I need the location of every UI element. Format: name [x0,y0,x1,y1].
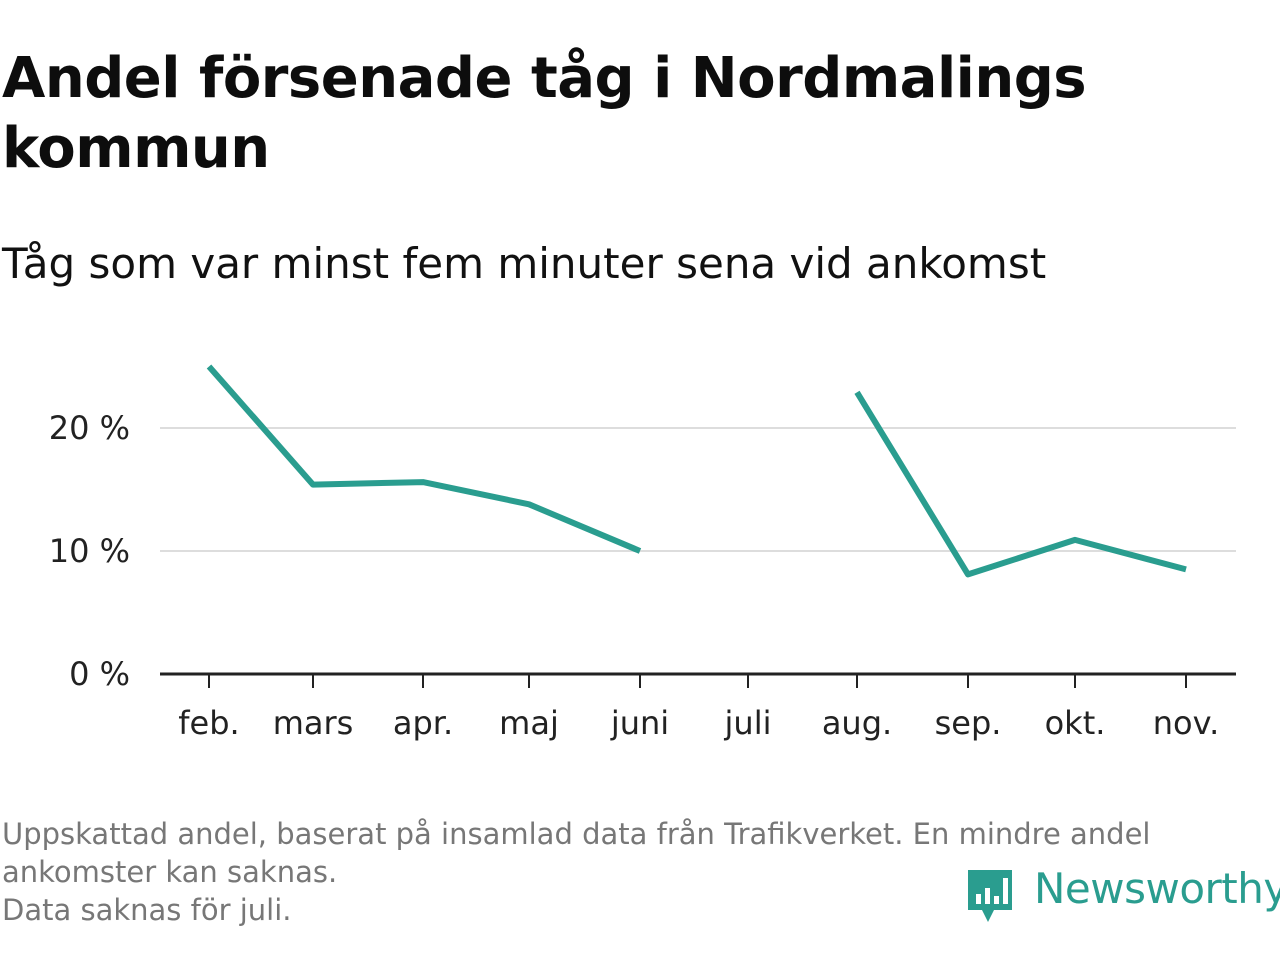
footnote-line: ankomster kan saknas. [2,855,338,889]
footnote-line: Data saknas för juli. [2,893,292,927]
y-tick-label: 10 % [49,532,130,570]
x-tick-label: apr. [393,704,453,742]
x-tick-label: mars [273,704,354,742]
x-tick-label: sep. [935,704,1002,742]
line-chart: 0 % 10 % 20 % feb. mars apr. maj juni juli aug. s… [49,364,1236,742]
x-axis [160,672,1236,688]
x-tick-label: okt. [1045,704,1106,742]
chart-title: Andel försenade tåg i Nordmalings kommun [2,46,1087,181]
x-axis-labels: feb. mars apr. maj juni juli aug. sep. okt. nov. [178,704,1219,742]
y-tick-label: 20 % [49,409,130,447]
series-line-segment [854,390,1187,578]
x-tick-label: nov. [1153,704,1219,742]
x-tick-label: aug. [822,704,892,742]
series-line [206,364,1187,578]
x-tick-label: juni [610,704,669,742]
gridlines [160,427,1236,552]
x-tick-label: feb. [178,704,239,742]
newsworthy-logo-icon [968,870,1012,922]
y-axis-labels: 0 % 10 % 20 % [49,409,130,693]
y-tick-label: 0 % [69,655,130,693]
chart-subtitle: Tåg som var minst fem minuter sena vid a… [2,239,1047,288]
brand-logo: Newsworthy [964,862,1280,926]
series-line-segment [206,364,642,554]
x-tick-label: maj [499,704,559,742]
footnote-line: Uppskattad andel, baserat på insamlad da… [2,817,1151,851]
x-tick-label: juli [724,704,772,742]
footnote: Uppskattad andel, baserat på insamlad da… [2,815,1272,929]
brand-name: Newsworthy [1034,864,1280,913]
